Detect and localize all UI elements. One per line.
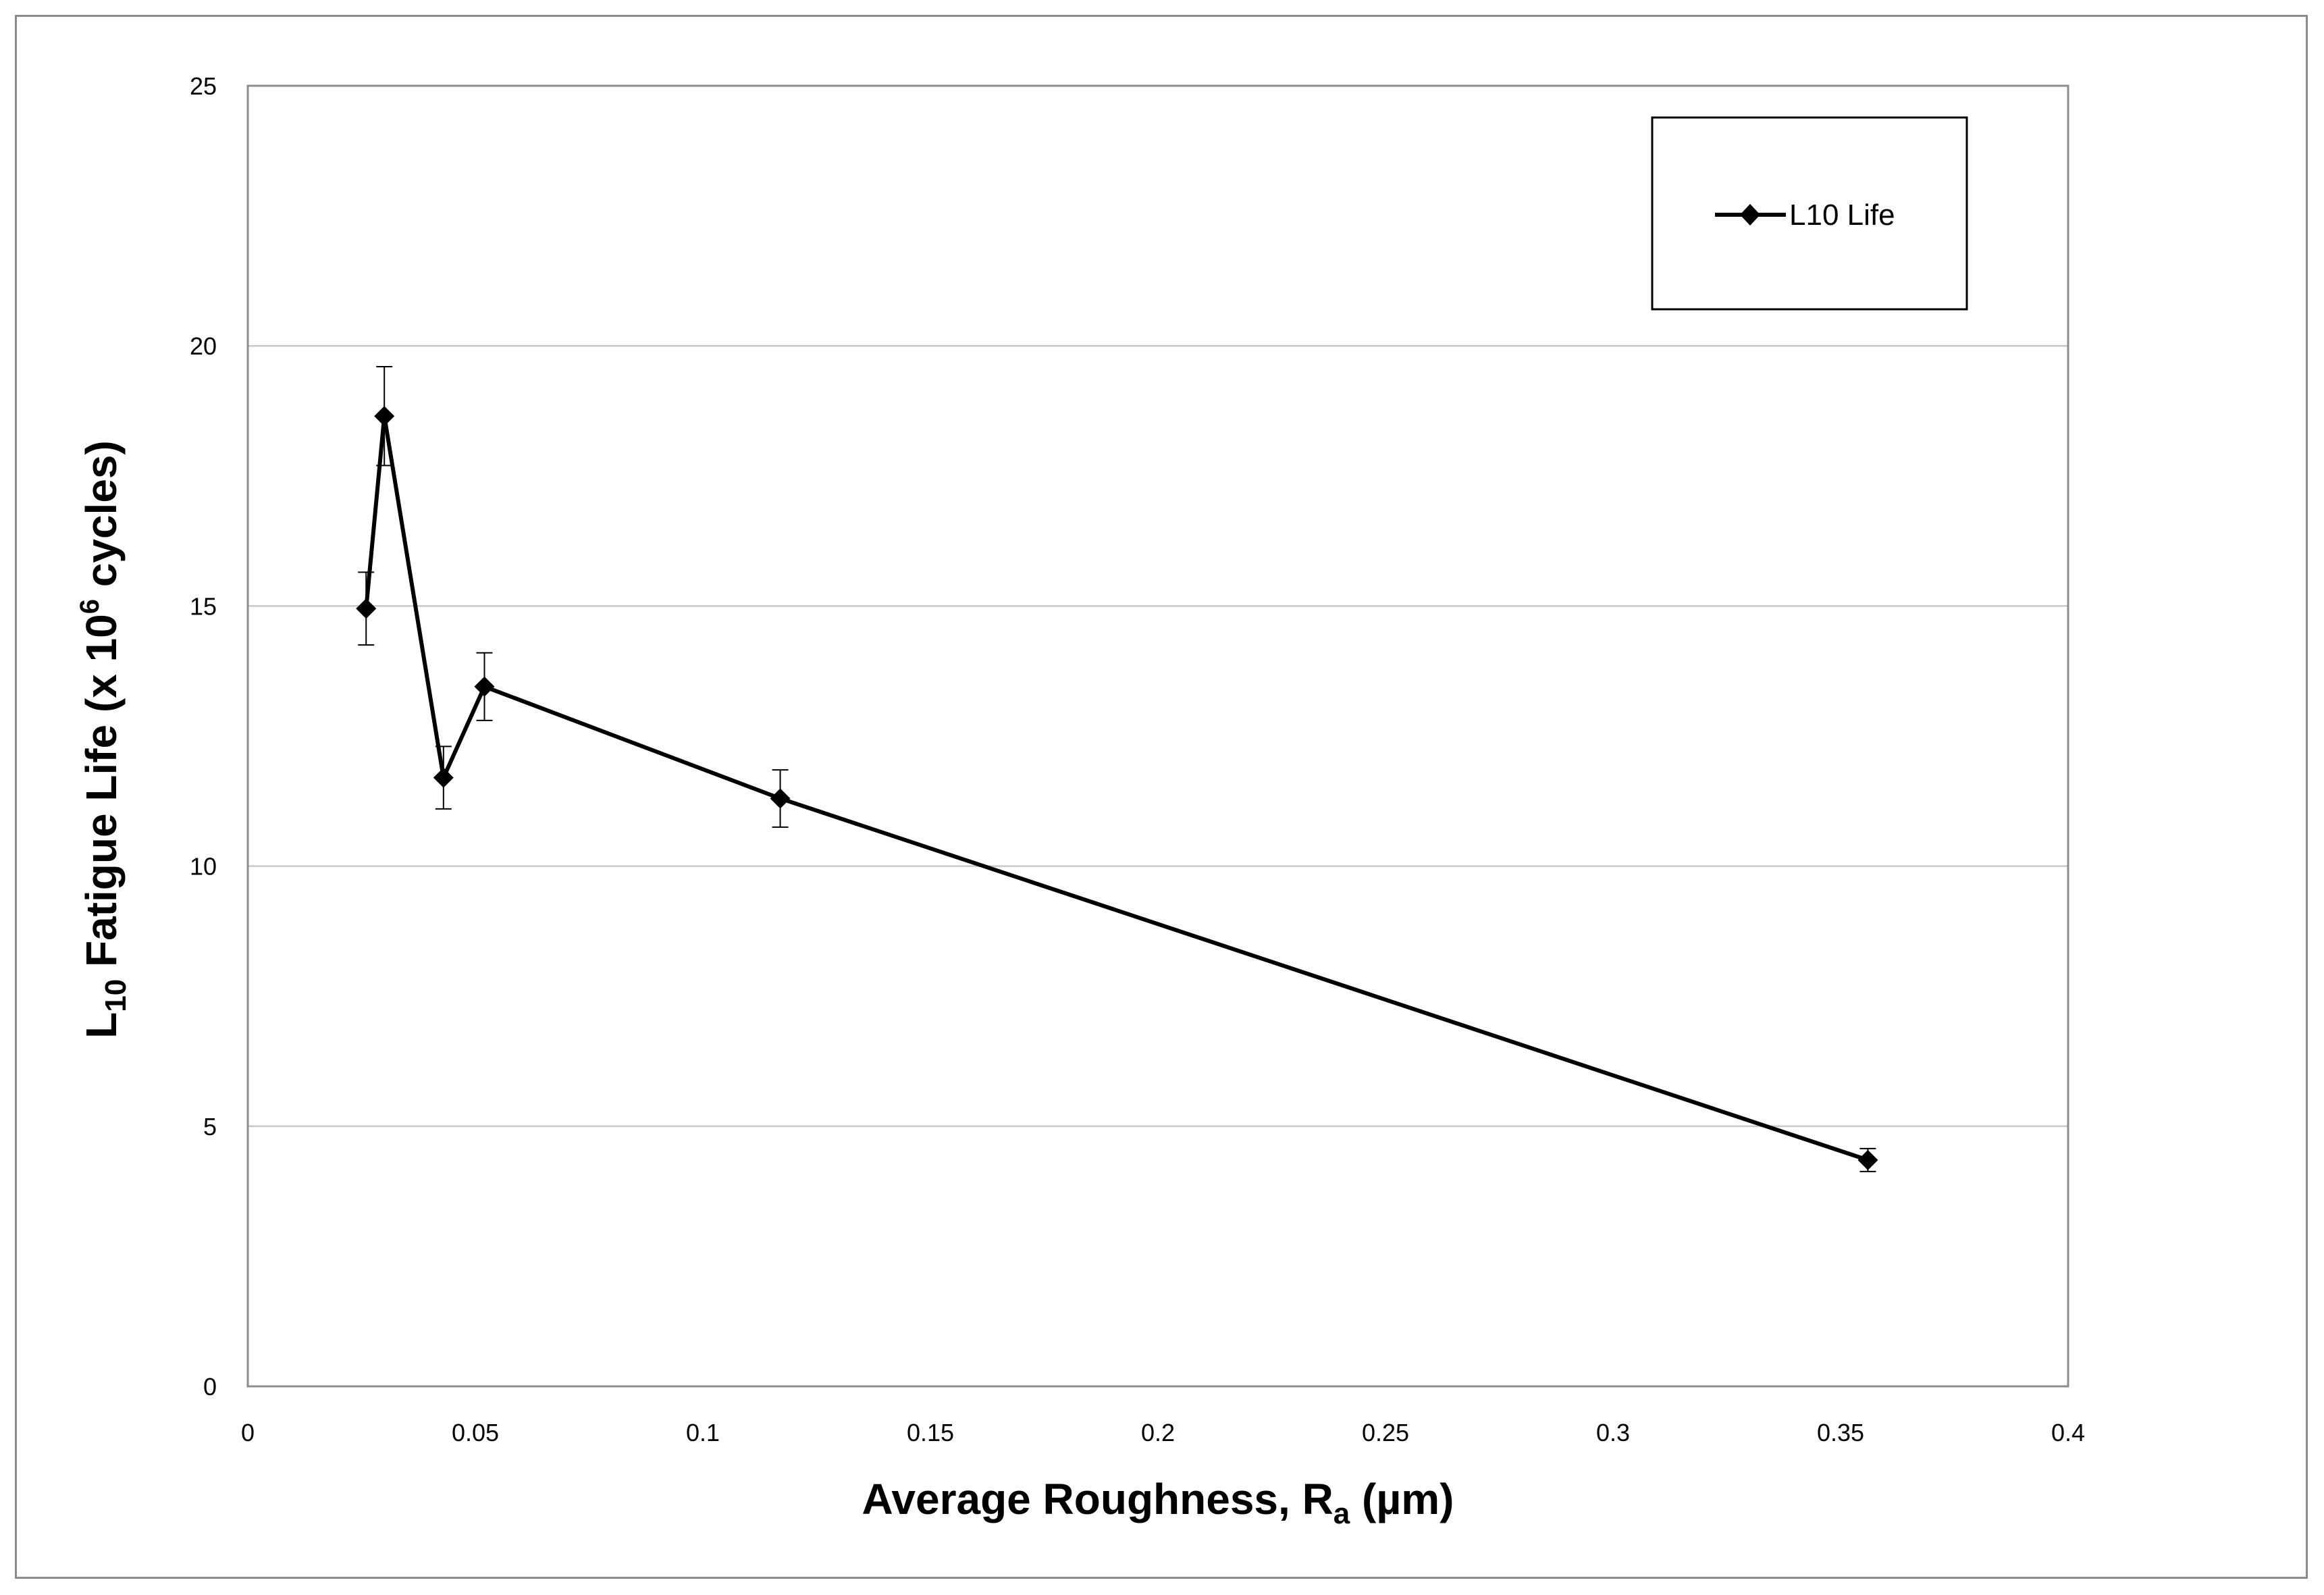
y-tick-label: 0	[203, 1373, 217, 1401]
y-tick-label: 25	[190, 72, 217, 100]
y-axis-title: L10 Fatigue Life (x 106 cycles)	[75, 440, 132, 1039]
x-tick-label: 0.35	[1817, 1419, 1864, 1446]
x-axis-title: Average Roughness, Ra (µm)	[862, 1475, 1454, 1530]
x-tick-label: 0	[241, 1419, 255, 1446]
x-tick-label: 0.1	[686, 1419, 720, 1446]
x-tick-label: 0.25	[1362, 1419, 1409, 1446]
x-tick-label: 0.2	[1141, 1419, 1175, 1446]
y-axis-title-cycles: cycles)	[77, 440, 126, 599]
y-tick-label: 20	[190, 332, 217, 360]
x-axis-title-unit: (µm)	[1350, 1475, 1454, 1523]
y-axis-title-subscript: 10	[99, 979, 132, 1012]
data-point-diamond	[374, 406, 395, 427]
y-tick-label: 5	[203, 1113, 217, 1141]
x-tick-label: 0.3	[1596, 1419, 1630, 1446]
data-point-diamond	[356, 598, 377, 619]
x-tick-labels: 0 0.05 0.1 0.15 0.2 0.25 0.3 0.35 0.4	[241, 1419, 2085, 1446]
x-axis-title-subscript: a	[1333, 1497, 1350, 1530]
series-line	[364, 414, 1869, 1162]
x-tick-label: 0.05	[452, 1419, 499, 1446]
y-axis-title-L: L	[77, 1012, 126, 1039]
y-axis-title-superscript: 6	[75, 599, 105, 614]
y-tick-label: 10	[190, 853, 217, 881]
data-point-diamond	[770, 788, 791, 809]
legend-label: L10 Life	[1789, 199, 1895, 232]
y-tick-label: 15	[190, 592, 217, 620]
data-point-diamond	[433, 767, 454, 788]
x-tick-label: 0.15	[907, 1419, 954, 1446]
legend-box	[1651, 116, 1968, 311]
x-axis-title-main: Average Roughness, R	[862, 1475, 1333, 1523]
legend-diamond-marker	[1740, 204, 1760, 226]
data-point-diamond	[1857, 1149, 1878, 1170]
y-axis-title-main: Fatigue Life (x 10	[77, 614, 126, 979]
legend-entry: L10 Life	[1715, 199, 1895, 232]
plot-area	[246, 84, 2069, 1388]
x-tick-label: 0.4	[2051, 1419, 2085, 1446]
data-point-diamond	[474, 676, 495, 697]
series-l10-life	[356, 366, 1878, 1172]
y-tick-labels: 0 5 10 15 20 25	[190, 72, 217, 1401]
